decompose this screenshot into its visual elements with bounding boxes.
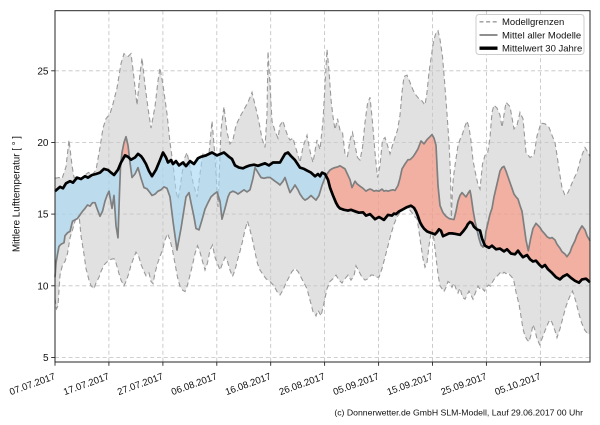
svg-text:Mittlere Lufttemperatur [ ° ]: Mittlere Lufttemperatur [ ° ]	[12, 136, 23, 252]
svg-text:20: 20	[37, 138, 49, 149]
svg-text:(c) Donnerwetter.de GmbH SLM-M: (c) Donnerwetter.de GmbH SLM-Modell, Lau…	[334, 407, 583, 417]
svg-text:Mittelwert 30 Jahre: Mittelwert 30 Jahre	[502, 44, 582, 55]
svg-text:Modellgrenzen: Modellgrenzen	[502, 17, 564, 28]
svg-text:Mittel aller Modelle: Mittel aller Modelle	[502, 30, 581, 41]
svg-text:5: 5	[43, 353, 49, 364]
svg-text:15: 15	[37, 210, 49, 221]
svg-text:10: 10	[37, 281, 49, 292]
svg-text:25: 25	[37, 66, 49, 77]
